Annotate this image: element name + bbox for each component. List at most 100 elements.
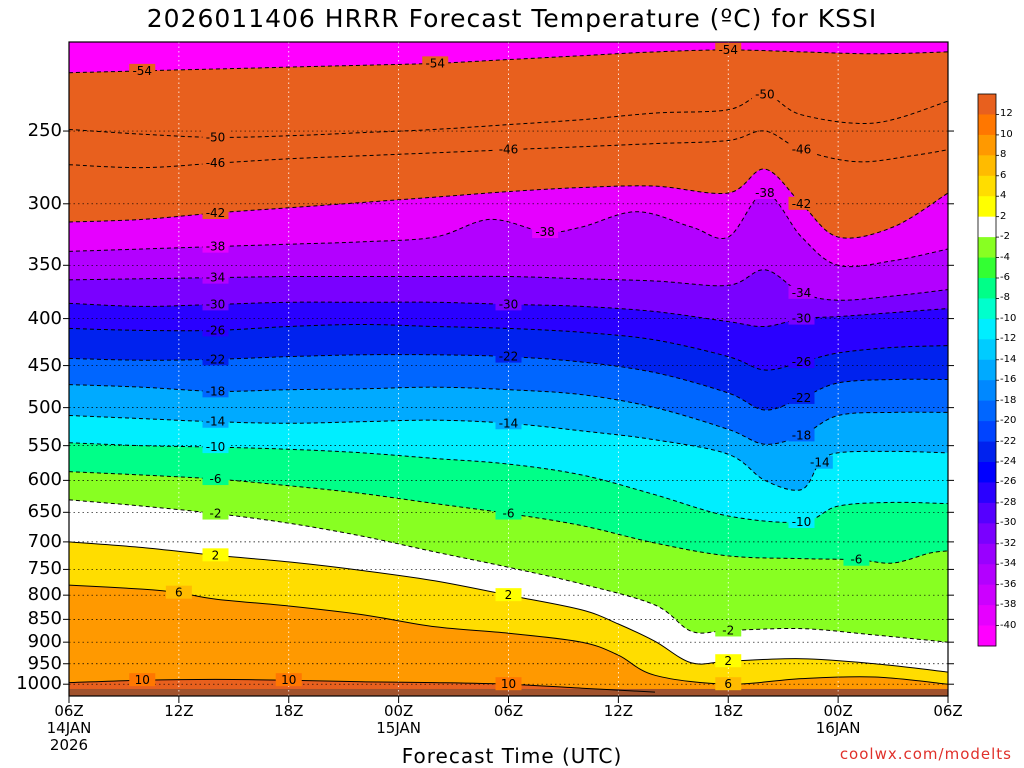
- isotherm-label: -18: [206, 384, 226, 398]
- isotherm-line: [69, 541, 948, 673]
- isotherm-label: -22: [206, 352, 226, 366]
- colorbar-swatch: [978, 339, 996, 361]
- y-tick-label: 600: [27, 469, 62, 491]
- x-tick-label: 06Z: [933, 702, 963, 720]
- colorbar-swatch: [978, 543, 996, 565]
- isotherm-label: -34: [792, 286, 812, 300]
- colorbar-label: 4: [1000, 190, 1007, 202]
- isotherm-label: -42: [792, 197, 812, 211]
- isotherm-label: -22: [792, 391, 812, 405]
- colorbar-swatch: [978, 196, 996, 218]
- isotherm-line: [69, 130, 948, 169]
- colorbar-label: -30: [1000, 517, 1017, 529]
- isotherm-label-bg: [715, 623, 742, 637]
- colorbar-swatch: [978, 114, 996, 136]
- x-tick-label: 00Z 15JAN: [376, 702, 421, 737]
- colorbar-swatch: [978, 421, 996, 442]
- isotherm-label: -30: [792, 312, 812, 326]
- isotherm-label: -14: [810, 456, 830, 470]
- isotherm-label-bg: [495, 416, 522, 430]
- isotherm-label: -46: [206, 156, 226, 170]
- isotherm-line: [69, 168, 948, 239]
- isotherm-label-bg: [202, 130, 229, 144]
- isotherm-label: -46: [792, 143, 812, 157]
- isotherm-label-bg: [788, 196, 815, 210]
- isotherm-label-bg: [202, 297, 229, 311]
- y-tick-label: 650: [27, 501, 62, 523]
- isotherm-label: -54: [718, 43, 738, 57]
- isotherm-label: -2: [210, 507, 222, 521]
- colorbar-label: -22: [1000, 435, 1017, 447]
- isotherm-label: -10: [206, 440, 226, 454]
- isotherm-label: -38: [535, 225, 555, 239]
- isotherm-label: -14: [499, 416, 519, 430]
- colorbar-label: 12: [1000, 108, 1013, 120]
- colorbar-label: -12: [1000, 333, 1017, 345]
- isotherm-label-bg: [202, 270, 229, 284]
- isotherm-label: -26: [206, 323, 226, 337]
- isotherm-label: -42: [206, 206, 226, 220]
- colorbar-label: 2: [1000, 210, 1007, 222]
- colorbar: [977, 93, 999, 647]
- isotherm-label-bg: [751, 186, 778, 200]
- colorbar-label: -28: [1000, 496, 1017, 508]
- x-tick-label: 12Z: [164, 702, 194, 720]
- isotherm-label-bg: [202, 548, 229, 562]
- y-tick-label: 750: [27, 558, 62, 580]
- isotherm-line: [69, 269, 948, 301]
- y-tick-label: 700: [27, 530, 62, 552]
- colorbar-swatch: [978, 564, 996, 586]
- isotherm-label-bg: [202, 156, 229, 170]
- colorbar-label: -24: [1000, 456, 1017, 467]
- isotherm-line: [69, 471, 948, 564]
- colorbar-swatch: [978, 605, 996, 626]
- isotherm-label: -50: [206, 130, 226, 144]
- isotherm-label: 2: [505, 588, 513, 602]
- isotherm-label: -22: [499, 350, 519, 364]
- isotherm-label-bg: [788, 428, 815, 442]
- colorbar-swatch: [978, 134, 996, 156]
- isotherm-label: -14: [206, 415, 226, 429]
- isotherm-label-bg: [788, 390, 815, 404]
- ground-layer: [69, 688, 948, 696]
- isotherm-label-bg: [495, 677, 522, 691]
- y-tick-label: 950: [27, 652, 62, 674]
- colorbar-label: -10: [1000, 312, 1017, 324]
- isotherm-label: -30: [206, 297, 226, 311]
- isotherm-line: [69, 323, 948, 371]
- isotherm-label: -38: [755, 186, 775, 200]
- ground-fill: [69, 688, 948, 696]
- isotherm-line: [69, 301, 948, 328]
- colorbar-swatch: [978, 216, 996, 238]
- isotherm-label: -50: [755, 87, 775, 101]
- colorbar-label: 8: [1000, 149, 1007, 161]
- y-tick-label: 550: [27, 434, 62, 456]
- y-axis-ticks: [63, 130, 954, 685]
- isotherm-label-bg: [129, 673, 156, 687]
- colorbar-swatch: [978, 625, 996, 647]
- isotherm-label-bg: [715, 42, 742, 56]
- isotherm-label: -46: [499, 143, 519, 157]
- isotherm-label: -10: [792, 515, 812, 529]
- colorbar-label: -6: [1000, 272, 1010, 283]
- isotherm-label-bg: [202, 414, 229, 428]
- isotherm-label: -6: [210, 472, 222, 486]
- isotherm-line: [69, 678, 656, 693]
- y-tick-label: 350: [27, 254, 62, 276]
- x-axis-ticks: [68, 696, 949, 703]
- colorbar-swatch: [978, 502, 996, 524]
- isotherm-label-bg: [202, 472, 229, 486]
- x-axis-title: Forecast Time (UTC): [401, 744, 623, 768]
- y-tick-label: 1000: [16, 673, 62, 695]
- y-tick-label: 300: [27, 192, 62, 214]
- isotherm-label: -34: [206, 271, 226, 285]
- isotherm-label-bg: [202, 506, 229, 520]
- isotherm-label: 2: [724, 654, 732, 668]
- y-tick-label: 400: [27, 307, 62, 329]
- x-tick-label: 18Z: [713, 702, 743, 720]
- isotherm-line: [69, 354, 948, 411]
- x-tick-label: 06Z 14JAN 2026: [46, 702, 92, 754]
- isotherm-label-bg: [495, 349, 522, 363]
- isotherm-label-bg: [788, 285, 815, 299]
